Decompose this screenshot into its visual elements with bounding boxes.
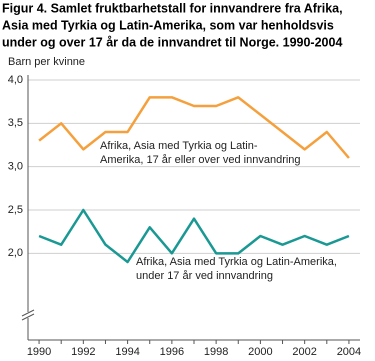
x-tick-label: 2000 bbox=[248, 346, 272, 358]
chart-title: Figur 4. Samlet fruktbarhetstall for inn… bbox=[2, 1, 343, 15]
chart-title: under og over 17 år da de innvandret til… bbox=[2, 35, 342, 49]
line bbox=[38, 208, 350, 264]
y-tick-label: 3,0 bbox=[8, 161, 23, 173]
x-tick-label: 1996 bbox=[160, 346, 184, 358]
y-tick-label: 3,5 bbox=[8, 117, 23, 129]
axis-break bbox=[21, 309, 35, 317]
series-label: Afrika, Asia med Tyrkia og Latin-Amerika… bbox=[136, 256, 337, 268]
series-label: under 17 år ved innvandring bbox=[136, 270, 273, 282]
series-label: Amerika, 17 år eller over ved innvandrin… bbox=[100, 154, 301, 166]
chart-title: Asia med Tyrkia og Latin-Amerika, som va… bbox=[2, 18, 334, 32]
y-tick-label: 2,5 bbox=[8, 204, 23, 216]
x-tick-label: 1990 bbox=[27, 346, 51, 358]
y-tick-label: 4,0 bbox=[8, 74, 23, 86]
line bbox=[38, 96, 350, 159]
y-axis-label: Barn per kvinne bbox=[8, 56, 85, 68]
x-tick-label: 1994 bbox=[115, 346, 139, 358]
axis-break bbox=[22, 312, 34, 318]
x-tick-label: 2004 bbox=[337, 346, 361, 358]
x-tick-label: 1992 bbox=[71, 346, 95, 358]
axis-break bbox=[21, 313, 35, 321]
series-label: Afrika, Asia med Tyrkia og Latin- bbox=[100, 140, 258, 152]
x-tick-label: 1998 bbox=[204, 346, 228, 358]
x-tick-label: 2002 bbox=[292, 346, 316, 358]
y-tick-label: 2,0 bbox=[8, 247, 23, 259]
